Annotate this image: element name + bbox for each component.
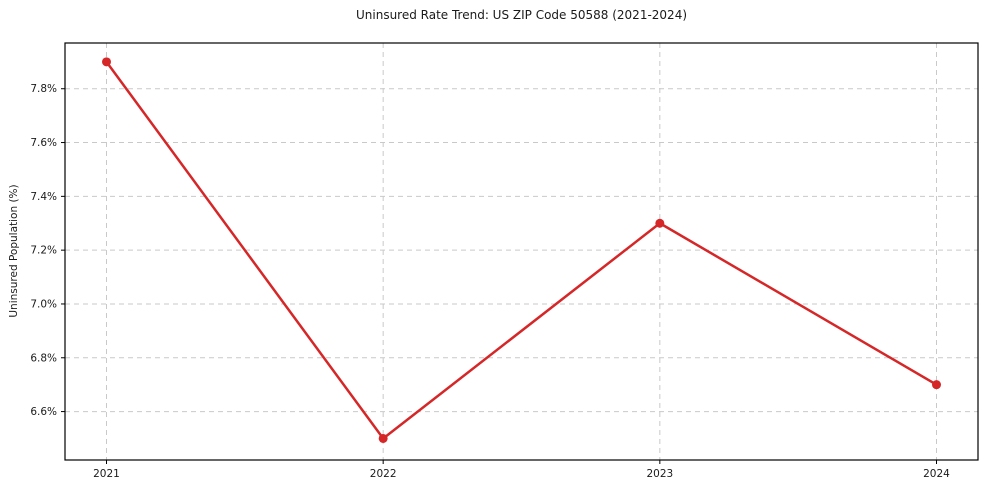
plot-border — [64, 42, 979, 461]
y-tick-label: 7.0% — [30, 298, 57, 310]
data-point-2021 — [102, 57, 111, 67]
y-tick-label: 7.4% — [30, 191, 57, 203]
trend-line — [105, 60, 938, 440]
data-point-2024 — [932, 380, 941, 390]
y-tick-label: 6.6% — [30, 406, 57, 418]
chart-title: Uninsured Rate Trend: US ZIP Code 50588 … — [355, 8, 688, 22]
y-tick-label: 7.2% — [30, 245, 57, 257]
x-tick-label: 2021 — [93, 468, 120, 480]
y-tick-label: 7.8% — [30, 83, 57, 95]
x-tick-label: 2024 — [923, 468, 950, 480]
data-point-2022 — [378, 433, 388, 443]
y-tick-label: 7.6% — [30, 137, 57, 149]
x-tick-label: 2022 — [370, 468, 397, 480]
data-point-2023 — [655, 218, 665, 228]
y-tick-label: 6.8% — [30, 352, 57, 364]
x-tick-label: 2023 — [646, 468, 673, 480]
